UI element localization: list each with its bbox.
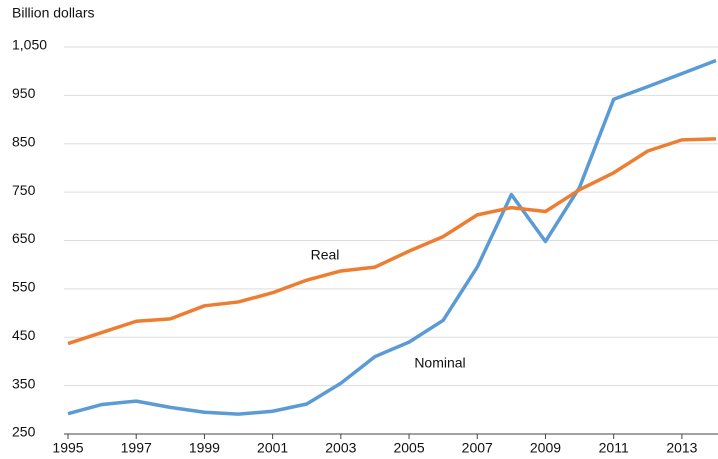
y-axis-label: Billion dollars bbox=[12, 5, 94, 21]
y-tick-label: 350 bbox=[12, 375, 36, 391]
series-label: Real bbox=[311, 247, 340, 263]
x-tick-label: 2005 bbox=[393, 440, 424, 456]
x-tick-label: 2009 bbox=[530, 440, 561, 456]
y-tick-label: 950 bbox=[12, 85, 36, 101]
x-tick-label: 2003 bbox=[325, 440, 356, 456]
x-tick-label: 1997 bbox=[121, 440, 152, 456]
y-tick-label: 850 bbox=[12, 133, 36, 149]
series-label: Nominal bbox=[414, 355, 465, 371]
x-tick-label: 2007 bbox=[462, 440, 493, 456]
x-tick-label: 1999 bbox=[189, 440, 220, 456]
line bbox=[67, 58, 717, 416]
y-tick-label: 1,050 bbox=[12, 37, 47, 53]
y-tick-label: 450 bbox=[12, 327, 36, 343]
y-tick-label: 750 bbox=[12, 182, 36, 198]
line bbox=[67, 137, 717, 346]
x-tick-label: 1995 bbox=[52, 440, 83, 456]
x-tick-label: 2013 bbox=[666, 440, 697, 456]
y-tick-label: 250 bbox=[12, 424, 36, 440]
y-tick-label: 650 bbox=[12, 230, 36, 246]
x-tick-label: 2011 bbox=[599, 440, 629, 456]
x-tick-label: 2001 bbox=[257, 440, 288, 456]
y-tick-label: 550 bbox=[12, 279, 36, 295]
